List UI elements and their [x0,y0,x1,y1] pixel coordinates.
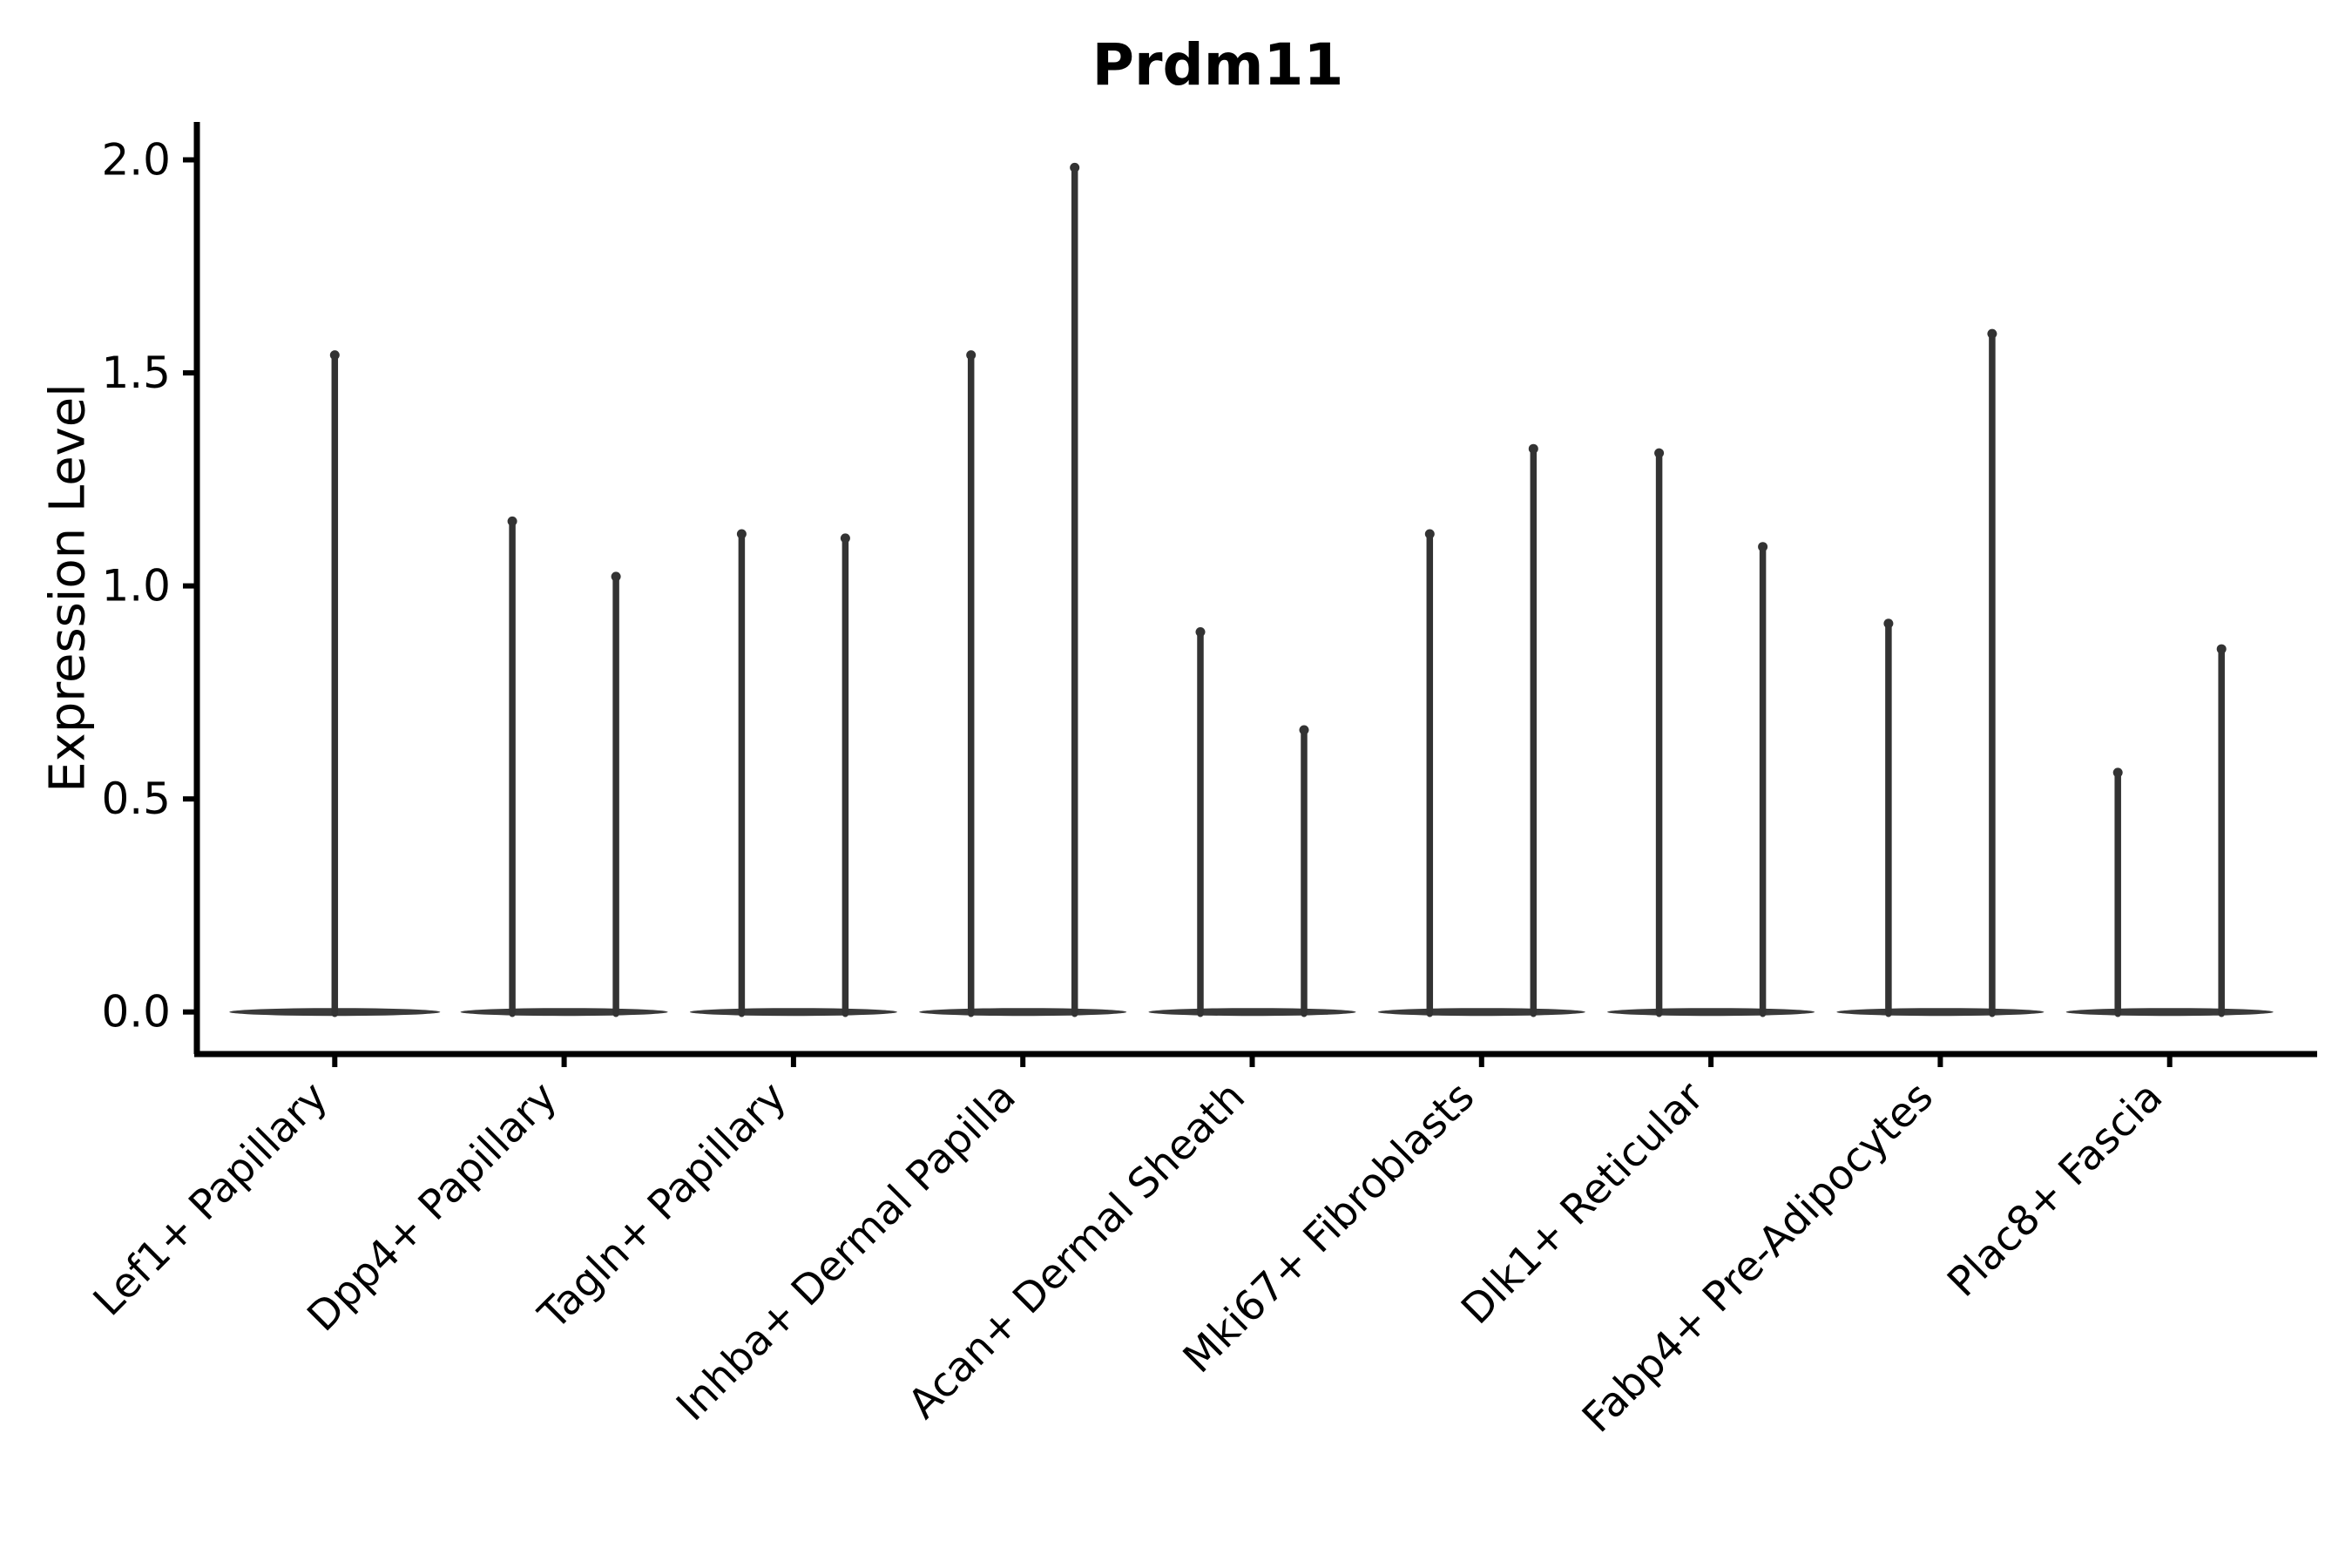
violin-spike-tip [1528,443,1538,454]
violin-base [689,1008,897,1017]
violin-spike-tip [329,350,340,361]
violin-spike-tip [1424,529,1435,539]
violin-spike-tip [1883,618,1894,629]
violin-spike-tip [966,350,977,361]
x-tick-label: Dpp4+ Papillary [298,1073,566,1342]
y-tick-label: 1.0 [101,561,171,612]
violin-spike-tip [507,516,517,526]
violin-base [919,1008,1127,1017]
violin-spike-tip [840,533,850,544]
violin-spike-tip [611,571,621,582]
violin-spike-tip [1070,162,1080,172]
x-tick-label: Plac8+ Fascia [1938,1073,2172,1307]
violin-base [2065,1008,2274,1017]
violin-spike-tip [736,529,747,539]
violin-base [1377,1008,1585,1017]
violin-spike-tip [1299,725,1309,735]
violin-spike-tip [1654,448,1665,458]
violin-spike-tip [1758,542,1768,552]
violin-spike-tip [2216,644,2227,654]
y-tick-label: 1.5 [101,348,171,398]
violin-spike-tip [2112,767,2123,778]
x-tick-label: Tagln+ Papillary [529,1073,795,1340]
violin-base [1148,1008,1356,1017]
violin-spike-tip [1195,627,1206,638]
violin-spike-tip [1987,328,1997,339]
y-tick-label: 0.5 [101,774,171,824]
y-axis-title: Expression Level [39,383,97,793]
violin-base [1836,1008,2044,1017]
violin-base [1607,1008,1815,1017]
violin-base [460,1008,668,1017]
y-tick-label: 0.0 [101,987,171,1037]
y-tick-label: 2.0 [101,135,171,186]
chart-title: Prdm11 [1092,31,1344,98]
x-tick-label: Dlk1+ Reticular [1452,1072,1713,1334]
x-tick-label: Lef1+ Papillary [84,1073,337,1326]
